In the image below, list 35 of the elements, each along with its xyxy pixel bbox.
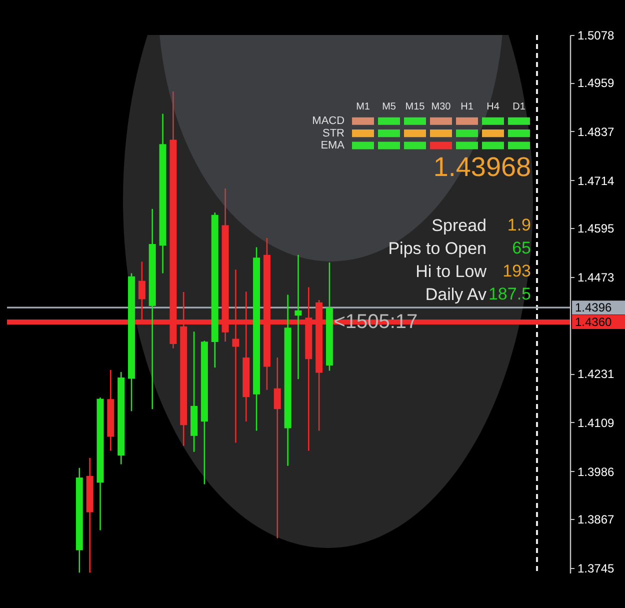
candlestick (274, 356, 281, 539)
annotation: <1505:17 (334, 310, 418, 333)
category-label: M15 (405, 102, 426, 113)
y-tick-label: 1.4595 (578, 222, 615, 236)
y-tick-label: 1.5078 (578, 28, 615, 42)
category-label: EMA (320, 140, 345, 152)
category-label: Hi to Low (416, 262, 488, 280)
category-label: Pips to Open (388, 238, 486, 258)
category-label: H4 (486, 102, 500, 113)
y-tick-label: 1.4837 (578, 124, 615, 139)
category-label: D1 (512, 102, 526, 113)
ref-line-label: 1.4360 (575, 314, 612, 329)
candlestick (294, 254, 302, 380)
category-label: Daily Av (425, 284, 487, 304)
category-label: Spread (432, 216, 486, 234)
category-label: STR (322, 127, 345, 140)
y-tick-label: 1.4714 (578, 174, 615, 188)
data-label: 1.9 (507, 215, 531, 234)
y-tick-label: 1.3867 (578, 512, 615, 527)
category-label: M5 (382, 102, 396, 113)
data-label: 187.5 (488, 284, 531, 303)
data-label: 65 (512, 238, 531, 257)
text: 1.43968 (433, 152, 531, 182)
y-tick-label: 1.3986 (578, 464, 615, 479)
data-label: 193 (502, 261, 531, 280)
ref-line-label: 1.4396 (575, 300, 612, 315)
y-tick-label: 1.4231 (578, 367, 615, 382)
category-label: MACD (312, 115, 345, 128)
category-label: H1 (460, 102, 474, 113)
y-tick-label: 1.3745 (578, 561, 615, 576)
y-tick-label: 1.4109 (578, 416, 615, 430)
y-tick-label: 1.4473 (578, 270, 615, 284)
category-label: M30 (431, 102, 452, 113)
category-label: M1 (356, 102, 370, 113)
y-tick-label: 1.4959 (578, 76, 615, 90)
